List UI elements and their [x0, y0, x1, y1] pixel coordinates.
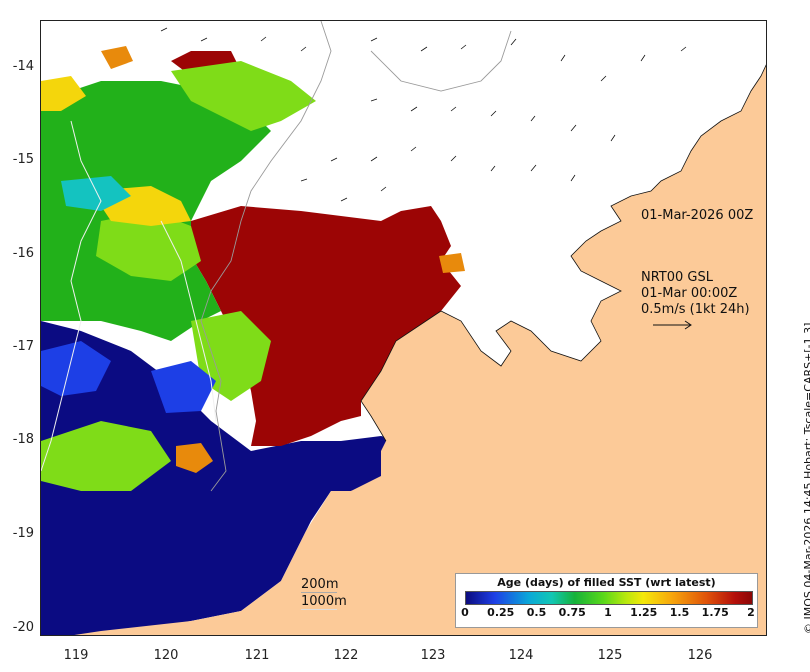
- y-tick-label: -16: [4, 246, 34, 261]
- y-tick-label: -17: [4, 339, 34, 354]
- y-tick-label: -14: [4, 59, 34, 74]
- x-tick-label: 123: [413, 648, 453, 663]
- sst-age-orange-patch-east: [439, 253, 465, 273]
- x-tick-label: 119: [56, 648, 96, 663]
- x-tick-label: 122: [326, 648, 366, 663]
- legend-tick-label: 0.5: [517, 606, 557, 619]
- x-tick-label: 120: [146, 648, 186, 663]
- copyright-credit: © IMOS 04-Mar-2026 14:45 Hobart; Tscale=…: [802, 323, 810, 634]
- current-scale-arrow-icon: [651, 319, 696, 331]
- x-tick-label: 124: [501, 648, 541, 663]
- x-tick-label: 126: [680, 648, 720, 663]
- legend-colorbar: [465, 591, 753, 605]
- isobath-legend-line-200: [301, 592, 337, 593]
- legend-tick-label: 1: [588, 606, 628, 619]
- legend-title: Age (days) of filled SST (wrt latest): [456, 576, 757, 589]
- legend-tick-label: 2: [731, 606, 771, 619]
- legend-tick-label: 0.25: [481, 606, 521, 619]
- y-tick-label: -19: [4, 526, 34, 541]
- isobath-1000m-label: 1000m: [301, 594, 347, 609]
- current-time-label: 01-Mar 00:00Z: [641, 286, 737, 301]
- isobath-200m-label: 200m: [301, 577, 338, 592]
- current-scale-label: 0.5m/s (1kt 24h): [641, 302, 750, 317]
- legend-tick-label: 1.5: [660, 606, 700, 619]
- date-label: 01-Mar-2026 00Z: [641, 208, 753, 223]
- y-tick-label: -18: [4, 432, 34, 447]
- legend-tick-label: 1.75: [695, 606, 735, 619]
- legend-tick-label: 0: [445, 606, 485, 619]
- x-tick-label: 125: [590, 648, 630, 663]
- legend-tick-label: 1.25: [624, 606, 664, 619]
- y-tick-label: -20: [4, 620, 34, 635]
- y-tick-label: -15: [4, 152, 34, 167]
- x-tick-label: 121: [237, 648, 277, 663]
- map-panel[interactable]: 01-Mar-2026 00Z NRT00 GSL 01-Mar 00:00Z …: [40, 20, 767, 636]
- legend-tick-label: 0.75: [552, 606, 592, 619]
- isobath-legend-line-1000: [301, 609, 337, 610]
- current-product-label: NRT00 GSL: [641, 270, 713, 285]
